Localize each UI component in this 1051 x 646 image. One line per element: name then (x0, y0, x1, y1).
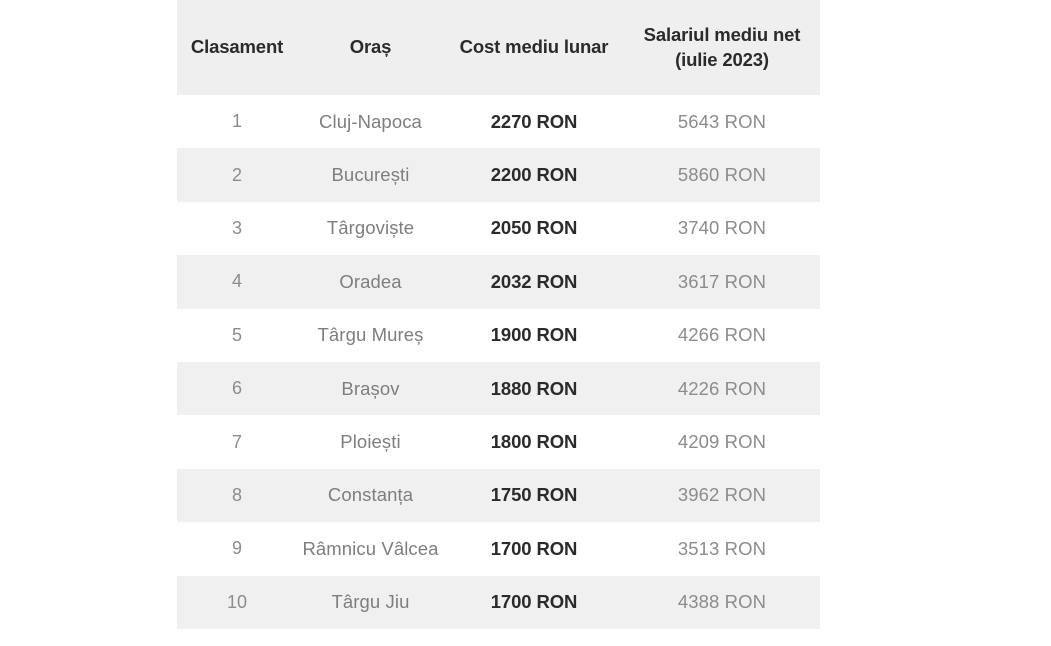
cell-rank: 2 (177, 148, 297, 202)
cell-rank: 1 (177, 95, 297, 149)
cell-cost: 2270 RON (444, 95, 624, 149)
table-row: 6 Brașov 1880 RON 4226 RON (177, 361, 820, 416)
cell-rank: 6 (177, 361, 297, 416)
cell-city: Brașov (297, 361, 444, 416)
cell-salary: 4388 RON (624, 575, 820, 629)
cell-city: Oradea (297, 255, 444, 309)
cell-salary: 4266 RON (624, 308, 820, 362)
cell-rank: 8 (177, 468, 297, 523)
cell-city: Râmnicu Vâlcea (297, 522, 444, 576)
cell-rank: 10 (177, 575, 297, 629)
cell-city: Târgu Mureș (297, 308, 444, 362)
column-header-cost: Cost mediu lunar (444, 0, 624, 95)
cell-city: Ploiești (297, 415, 444, 469)
cell-city: Constanța (297, 468, 444, 523)
column-header-city: Oraș (297, 0, 444, 95)
cell-city: București (297, 148, 444, 202)
cell-salary: 3513 RON (624, 522, 820, 576)
table-row: 10 Târgu Jiu 1700 RON 4388 RON (177, 575, 820, 629)
cell-rank: 5 (177, 308, 297, 362)
cell-city: Târgoviște (297, 201, 444, 256)
cell-cost: 2032 RON (444, 255, 624, 309)
column-header-salary-line2: (iulie 2023) (675, 48, 769, 70)
cell-salary: 3617 RON (624, 255, 820, 309)
table-row: 9 Râmnicu Vâlcea 1700 RON 3513 RON (177, 522, 820, 576)
column-header-salary-line1: Salariul mediu net (643, 24, 801, 46)
table-row: 5 Târgu Mureș 1900 RON 4266 RON (177, 308, 820, 362)
cell-city: Cluj-Napoca (297, 95, 444, 149)
table-row: 1 Cluj-Napoca 2270 RON 5643 RON (177, 95, 820, 149)
header-row: Clasament Oraș Cost mediu lunar Salariul… (177, 0, 820, 95)
cell-salary: 5643 RON (624, 95, 820, 149)
cell-cost: 1880 RON (444, 361, 624, 416)
table-row: 3 Târgoviște 2050 RON 3740 RON (177, 201, 820, 256)
cell-cost: 1700 RON (444, 522, 624, 576)
cell-cost: 2200 RON (444, 148, 624, 202)
cell-rank: 7 (177, 415, 297, 469)
cost-of-living-table: Clasament Oraș Cost mediu lunar Salariul… (177, 0, 820, 629)
cell-salary: 3740 RON (624, 201, 820, 256)
cell-city: Târgu Jiu (297, 575, 444, 629)
cell-cost: 1800 RON (444, 415, 624, 469)
table-row: 2 București 2200 RON 5860 RON (177, 148, 820, 202)
column-header-rank: Clasament (177, 0, 297, 95)
table-row: 4 Oradea 2032 RON 3617 RON (177, 255, 820, 309)
cell-rank: 9 (177, 522, 297, 576)
table-row: 7 Ploiești 1800 RON 4209 RON (177, 415, 820, 469)
cell-cost: 1750 RON (444, 468, 624, 523)
cell-salary: 3962 RON (624, 468, 820, 523)
table-body: 1 Cluj-Napoca 2270 RON 5643 RON 2 Bucure… (177, 95, 820, 629)
table-header: Clasament Oraș Cost mediu lunar Salariul… (177, 0, 820, 95)
cell-cost: 2050 RON (444, 201, 624, 256)
cell-rank: 4 (177, 255, 297, 309)
cell-salary: 4209 RON (624, 415, 820, 469)
cell-cost: 1700 RON (444, 575, 624, 629)
cell-salary: 5860 RON (624, 148, 820, 202)
table-row: 8 Constanța 1750 RON 3962 RON (177, 468, 820, 523)
cell-cost: 1900 RON (444, 308, 624, 362)
cell-rank: 3 (177, 201, 297, 256)
column-header-salary: Salariul mediu net (iulie 2023) (624, 0, 820, 95)
cell-salary: 4226 RON (624, 361, 820, 416)
